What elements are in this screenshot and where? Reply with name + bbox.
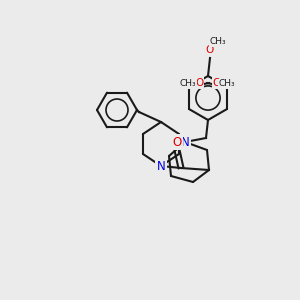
Text: O: O	[206, 45, 214, 55]
Text: O: O	[213, 78, 221, 88]
Text: CH₃: CH₃	[219, 80, 235, 88]
Text: N: N	[157, 160, 165, 172]
Text: O: O	[172, 136, 182, 148]
Text: CH₃: CH₃	[210, 38, 226, 46]
Text: N: N	[181, 136, 189, 148]
Text: O: O	[195, 78, 203, 88]
Text: CH₃: CH₃	[180, 80, 196, 88]
